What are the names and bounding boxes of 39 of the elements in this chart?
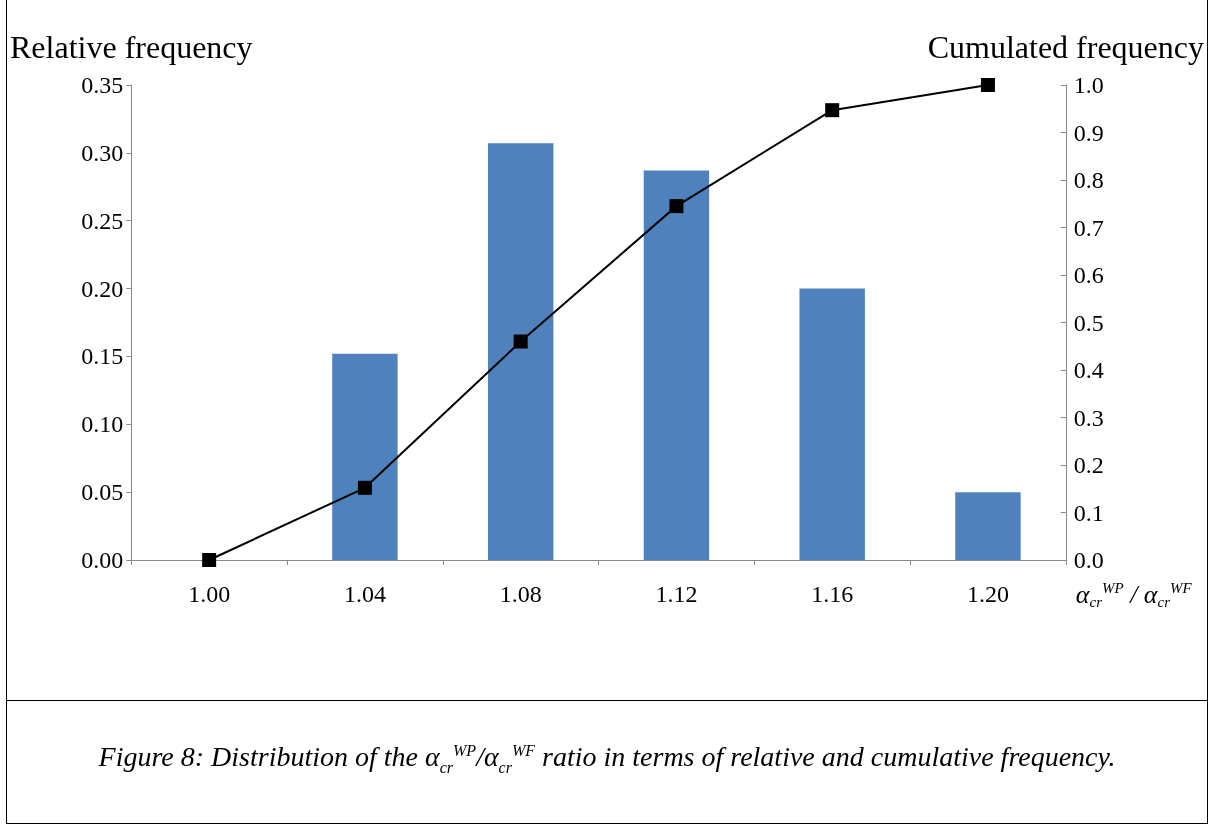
x-tick-label: 1.16 bbox=[811, 581, 854, 607]
bar bbox=[332, 353, 398, 560]
y2-tick-label: 0.6 bbox=[1073, 262, 1104, 288]
y2-tick-label: 0.8 bbox=[1073, 167, 1104, 193]
x-tick-label: 1.12 bbox=[655, 581, 698, 607]
y2-tick-label: 0.1 bbox=[1073, 499, 1104, 526]
x-tick-label: 1.00 bbox=[188, 581, 231, 607]
y2-tick-label: 0.3 bbox=[1073, 404, 1104, 431]
y-axis-title: Relative frequency bbox=[10, 29, 253, 65]
x-tick-label: 1.08 bbox=[499, 581, 542, 607]
x-tick-label: 1.04 bbox=[343, 581, 386, 607]
y-tick-label: 0.25 bbox=[81, 207, 124, 234]
bar bbox=[643, 170, 710, 560]
point bbox=[825, 103, 840, 118]
y2-tick-label: 0.0 bbox=[1073, 547, 1104, 573]
caption: Figure 8: Distribution of the α$_{cr}$$^{WP}$/α$_{cr}$$^{WF}$ ratio in terms of relative and cumulative frequency. bbox=[97, 741, 1117, 777]
y2-tick-label: 0.4 bbox=[1073, 357, 1104, 383]
x-tick-label: 1.20 bbox=[966, 581, 1009, 607]
bar bbox=[487, 143, 554, 560]
bar bbox=[955, 492, 1021, 560]
y-tick-label: 0.05 bbox=[81, 479, 124, 506]
y2-tick-label: 0.7 bbox=[1073, 214, 1104, 241]
y-tick-label: 0.20 bbox=[81, 275, 124, 302]
y2-axis-title: Cumulated frequency bbox=[927, 29, 1204, 65]
y2-tick-label: 0.2 bbox=[1073, 452, 1104, 478]
y2-tick-label: 0.5 bbox=[1073, 309, 1104, 336]
point bbox=[513, 334, 528, 349]
point bbox=[202, 553, 217, 567]
point bbox=[357, 480, 372, 495]
bar bbox=[799, 288, 865, 560]
y-tick-label: 0.30 bbox=[81, 139, 124, 166]
point bbox=[980, 78, 995, 92]
y-tick-label: 0.10 bbox=[81, 411, 124, 438]
y-tick-label: 0.00 bbox=[81, 547, 124, 573]
y2-tick-label: 0.9 bbox=[1073, 119, 1104, 146]
point bbox=[669, 199, 684, 214]
y-tick-label: 0.35 bbox=[81, 72, 124, 98]
y2-tick-label: 1.0 bbox=[1073, 72, 1104, 98]
y-tick-label: 0.15 bbox=[81, 343, 124, 370]
